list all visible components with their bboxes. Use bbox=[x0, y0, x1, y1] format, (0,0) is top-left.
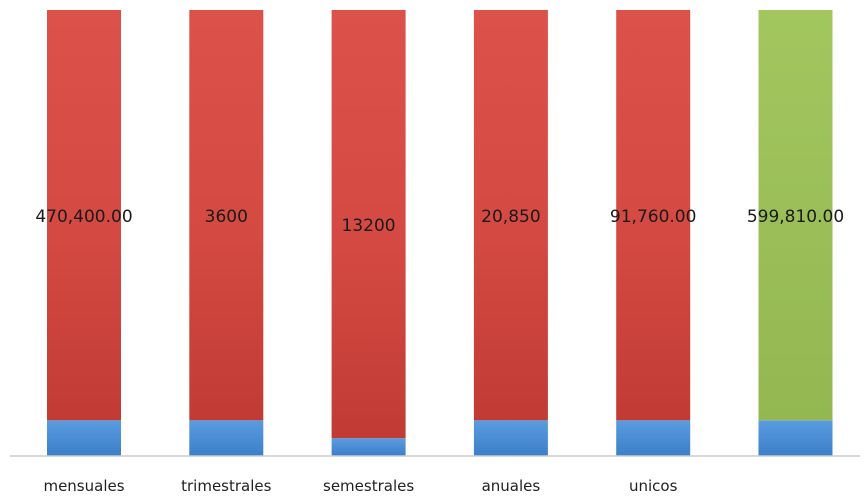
bar-base-unicos bbox=[616, 420, 691, 456]
x-tick-label: trimestrales bbox=[181, 477, 272, 495]
bar-top-mensuales bbox=[47, 10, 121, 421]
data-label: 470,400.00 bbox=[35, 207, 132, 227]
x-tick-labels-group: mensuales trimestrales semestrales anuales u… bbox=[43, 477, 677, 495]
bar-base-trimestrales bbox=[189, 420, 264, 456]
bar-base-anuales bbox=[473, 420, 548, 456]
x-tick-label: semestrales bbox=[323, 477, 414, 495]
data-label: 91,760.00 bbox=[610, 207, 697, 227]
bars-group bbox=[47, 10, 833, 456]
data-label: 599,810.00 bbox=[747, 207, 844, 227]
data-label: 3600 bbox=[205, 207, 248, 227]
bar-base-semestrales bbox=[331, 438, 406, 456]
bar-top-total bbox=[758, 10, 833, 421]
data-labels-group: 470,400.00 3600 13200 20,850 91,760.00 599,81… bbox=[35, 207, 844, 236]
x-tick-label: mensuales bbox=[43, 477, 124, 495]
bar-top-anuales bbox=[473, 10, 548, 421]
x-tick-label: unicos bbox=[629, 477, 678, 495]
bar-base-total bbox=[758, 420, 833, 456]
data-label: 20,850 bbox=[481, 207, 540, 227]
x-tick-label: anuales bbox=[482, 477, 541, 495]
data-label: 13200 bbox=[342, 216, 396, 236]
bar-base-mensuales bbox=[47, 420, 121, 456]
bar-top-semestrales bbox=[331, 10, 406, 439]
bar-top-unicos bbox=[616, 10, 691, 421]
bar-top-trimestrales bbox=[189, 10, 264, 421]
